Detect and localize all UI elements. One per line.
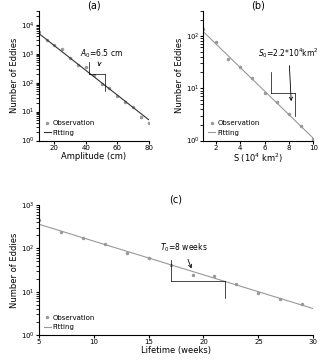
Legend: Observation, Fitting: Observation, Fitting [207, 119, 261, 137]
Y-axis label: Number of Eddies: Number of Eddies [175, 38, 184, 114]
Fitting [205, 274, 209, 278]
Y-axis label: Number of Eddies: Number of Eddies [10, 38, 19, 114]
Fitting [269, 95, 273, 99]
Fitting [200, 272, 204, 277]
Fitting [294, 119, 298, 124]
X-axis label: Lifetime (weeks): Lifetime (weeks) [141, 347, 211, 355]
Fitting [268, 293, 272, 297]
Observation [45, 37, 48, 42]
Legend: Observation, Fitting: Observation, Fitting [42, 119, 96, 137]
Text: $S_0$=2.2*10$^4$km$^2$: $S_0$=2.2*10$^4$km$^2$ [258, 46, 319, 100]
Fitting [102, 83, 106, 87]
Observation [169, 262, 172, 267]
Observation [311, 136, 315, 141]
Fitting [38, 222, 42, 227]
Fitting [199, 272, 203, 276]
Fitting [202, 30, 205, 34]
Observation [123, 100, 127, 104]
Observation [250, 76, 254, 80]
Observation [92, 73, 96, 77]
Observation [131, 105, 135, 109]
Observation [147, 256, 151, 260]
Fitting [147, 118, 151, 122]
Observation [81, 236, 85, 240]
Observation [60, 47, 64, 51]
Observation [278, 297, 282, 301]
Observation [226, 57, 230, 61]
Observation [263, 90, 266, 95]
Fitting [202, 30, 206, 35]
Observation [37, 218, 41, 222]
Observation [299, 124, 303, 128]
Line: Fitting: Fitting [39, 33, 149, 120]
Observation [147, 121, 151, 125]
Fitting [130, 104, 133, 108]
Fitting [311, 136, 315, 141]
Y-axis label: Number of Eddies: Number of Eddies [10, 232, 19, 308]
Observation [115, 94, 119, 98]
Observation [37, 30, 41, 35]
Line: Fitting: Fitting [203, 32, 313, 138]
Fitting [37, 222, 41, 226]
Observation [103, 241, 107, 246]
Observation [214, 40, 218, 44]
Fitting [267, 93, 271, 98]
Observation [300, 302, 304, 306]
Observation [53, 42, 57, 47]
Observation [99, 82, 103, 86]
Observation [213, 274, 216, 278]
Fitting [286, 298, 289, 303]
Fitting [104, 84, 108, 88]
Fitting [311, 306, 315, 311]
Fitting [301, 126, 305, 130]
Observation [84, 65, 88, 70]
Title: (b): (b) [252, 0, 265, 10]
Title: (c): (c) [170, 194, 182, 205]
Fitting [37, 31, 41, 36]
Observation [76, 63, 80, 67]
Observation [256, 291, 260, 295]
Fitting [136, 109, 140, 114]
Fitting [266, 93, 270, 97]
Line: Observation: Observation [37, 30, 151, 125]
Observation [59, 230, 63, 234]
Legend: Observation, Fitting: Observation, Fitting [42, 313, 96, 331]
Line: Observation: Observation [37, 218, 304, 306]
Observation [275, 100, 279, 104]
Observation [238, 65, 242, 70]
Line: Observation: Observation [202, 27, 315, 141]
X-axis label: S (10$^4$ km$^2$): S (10$^4$ km$^2$) [233, 152, 284, 166]
Observation [287, 112, 291, 116]
Observation [68, 56, 72, 61]
Text: $T_0$=8 weeks: $T_0$=8 weeks [160, 241, 207, 268]
X-axis label: Amplitude (cm): Amplitude (cm) [61, 152, 126, 161]
Observation [108, 86, 111, 90]
Fitting [102, 82, 106, 87]
Line: Fitting: Fitting [39, 224, 313, 309]
Fitting [37, 32, 41, 36]
Observation [202, 27, 205, 31]
Observation [139, 115, 143, 119]
Text: $A_0$=6.5 cm: $A_0$=6.5 cm [79, 47, 123, 66]
Title: (a): (a) [87, 0, 100, 10]
Observation [191, 273, 194, 278]
Observation [234, 281, 238, 286]
Observation [125, 251, 129, 255]
